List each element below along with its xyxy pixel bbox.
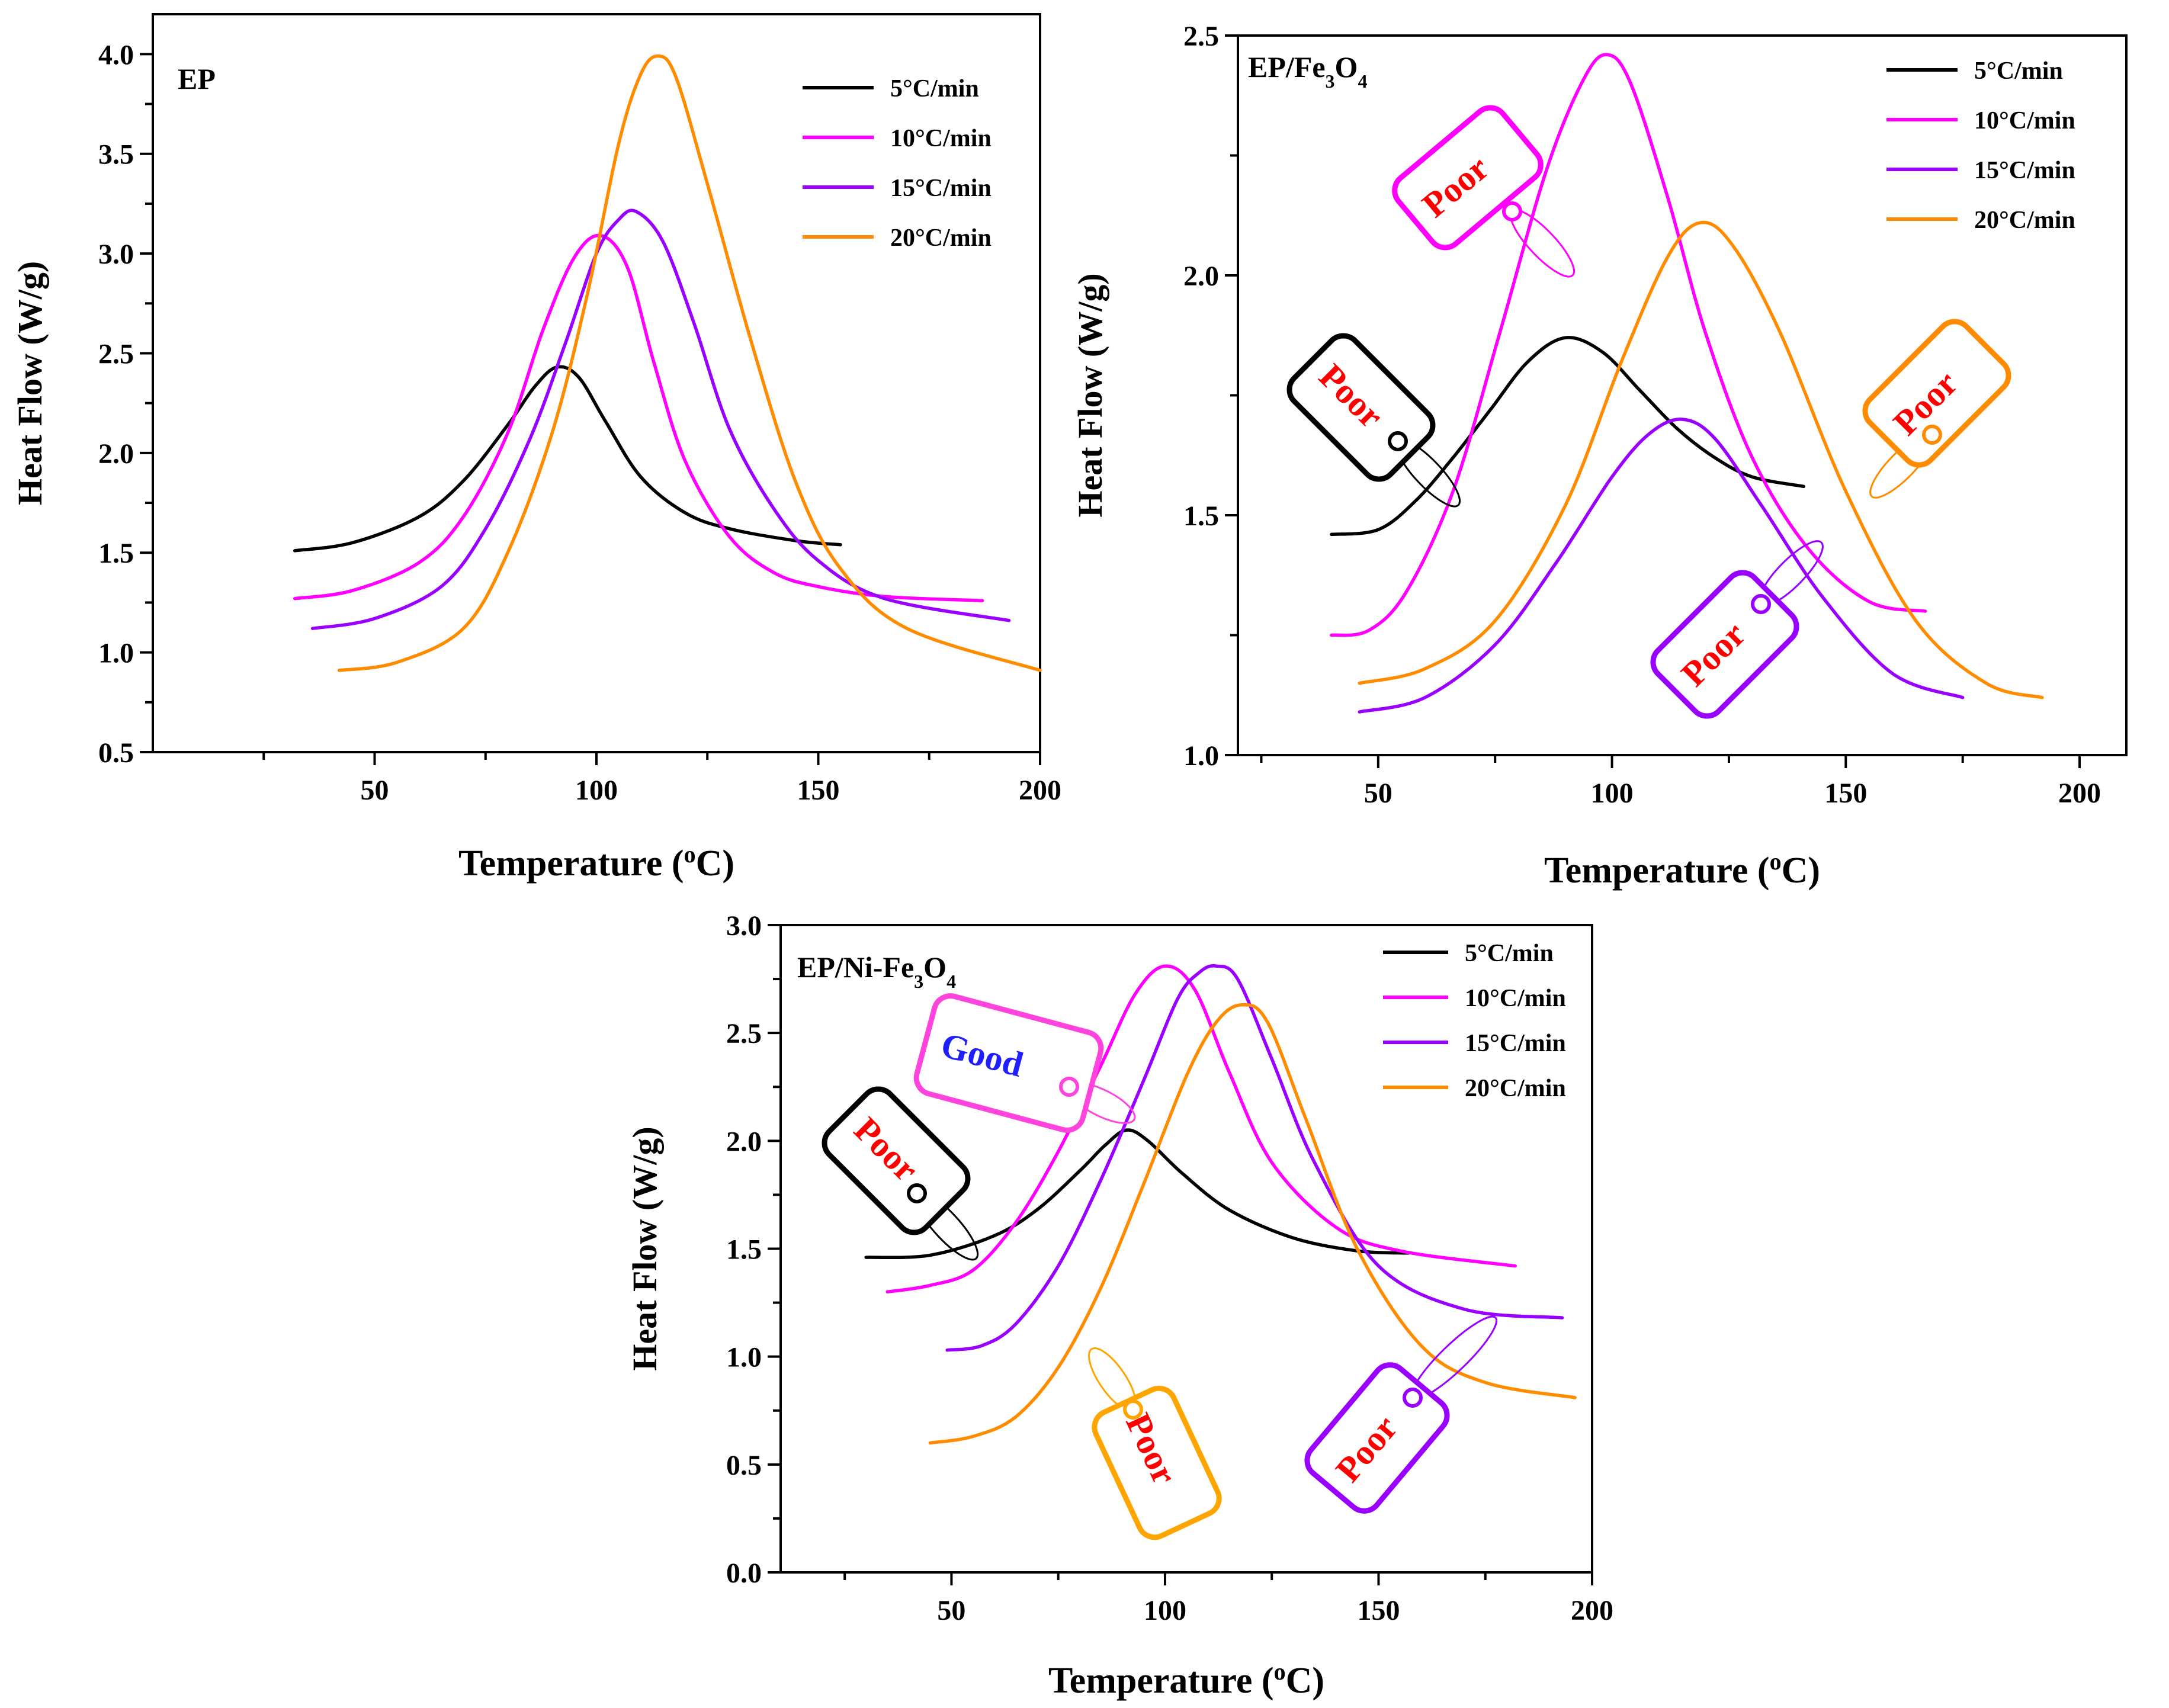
series-line-20c-min bbox=[337, 54, 1042, 672]
legend-label: 5°C/min bbox=[890, 75, 979, 102]
x-axis-label: Temperature (oC) bbox=[458, 841, 734, 884]
legend-label: 10°C/min bbox=[1465, 985, 1566, 1012]
chart-ep-fe3o4: 50 100 150 200 1.0 1.5 2.0 2.5 Temperature (oC) H… bbox=[1071, 21, 2128, 891]
x-tick-label: 150 bbox=[797, 775, 840, 806]
tag-label: Poor bbox=[822, 1086, 971, 1235]
x-tick-label: 50 bbox=[937, 1595, 965, 1626]
tag-label: Poor bbox=[1092, 1385, 1222, 1540]
panel-title: EP bbox=[178, 62, 216, 95]
x-axis-label: Temperature (oC) bbox=[1048, 1658, 1324, 1701]
x-tick-label: 200 bbox=[1019, 775, 1061, 806]
y-axis-label: Heat Flow (W/g) bbox=[1071, 273, 1109, 517]
panel-title: EP/Ni-Fe3O4 bbox=[797, 951, 956, 992]
y-tick-label: 1.5 bbox=[1183, 500, 1219, 532]
tag-frame bbox=[822, 1086, 971, 1235]
legend-label: 10°C/min bbox=[890, 125, 992, 152]
y-axis-label: Heat Flow (W/g) bbox=[11, 261, 49, 505]
legend-label: 20°C/min bbox=[890, 224, 992, 252]
x-tick-label: 50 bbox=[361, 775, 389, 806]
x-tick-label: 150 bbox=[1357, 1595, 1400, 1626]
tag-hole bbox=[1059, 1077, 1079, 1097]
tag-hole bbox=[1123, 1399, 1143, 1420]
x-tick-label: 100 bbox=[575, 775, 618, 806]
y-tick-label: 3.0 bbox=[726, 910, 762, 942]
tag-label: Poor bbox=[1392, 105, 1544, 251]
series-line-20c-min bbox=[1358, 220, 2044, 699]
x-tick-label: 200 bbox=[2058, 778, 2101, 809]
series-line-5c-min bbox=[293, 365, 842, 553]
tag-frame bbox=[913, 993, 1104, 1133]
legend-label: 20°C/min bbox=[1974, 207, 2075, 234]
legend-label: 15°C/min bbox=[1465, 1030, 1566, 1057]
y-tick-label: 1.5 bbox=[726, 1234, 762, 1266]
legend-label: 15°C/min bbox=[890, 175, 992, 202]
series-line-10c-min bbox=[885, 964, 1517, 1294]
tag-hole bbox=[1388, 431, 1408, 451]
y-tick-label: 2.0 bbox=[726, 1126, 762, 1157]
series-line-5c-min bbox=[1330, 336, 1806, 537]
series-line-15c-min bbox=[945, 964, 1564, 1352]
y-tick-label: 3.5 bbox=[98, 139, 134, 171]
y-tick-label: 2.5 bbox=[726, 1018, 762, 1049]
y-tick-label: 2.5 bbox=[1183, 21, 1219, 52]
tag-label: Poor bbox=[1862, 319, 2011, 468]
y-tick-label: 4.0 bbox=[98, 39, 134, 70]
x-tick-label: 100 bbox=[1144, 1595, 1186, 1626]
series-line-15c-min bbox=[1358, 418, 1965, 714]
y-tick-label: 2.0 bbox=[1183, 261, 1219, 292]
panel-title: EP/Fe3O4 bbox=[1248, 50, 1367, 92]
legend-label: 20°C/min bbox=[1465, 1075, 1566, 1102]
series-line-20c-min bbox=[928, 1003, 1577, 1445]
legend-label: 5°C/min bbox=[1465, 940, 1554, 967]
series-line-5c-min bbox=[864, 1128, 1410, 1260]
y-tick-label: 3.0 bbox=[98, 239, 134, 270]
tag-hole bbox=[1922, 425, 1942, 445]
tag-hole bbox=[1403, 1388, 1423, 1408]
tag-frame bbox=[1862, 319, 2011, 468]
legend-label: 10°C/min bbox=[1974, 107, 2075, 134]
y-tick-label: 0.5 bbox=[98, 737, 134, 769]
y-tick-label: 1.5 bbox=[98, 538, 134, 569]
chart-ep: 50 100 150 200 0.5 1.0 1.5 2.0 2.5 3.0 3.5 4.0 Tempe… bbox=[11, 13, 1061, 884]
x-tick-label: 50 bbox=[1364, 778, 1392, 809]
tag-frame bbox=[1392, 105, 1544, 251]
y-tick-label: 1.0 bbox=[1183, 740, 1219, 772]
tag-hole bbox=[1751, 594, 1771, 614]
x-axis-label: Temperature (oC) bbox=[1544, 848, 1820, 891]
y-tick-label: 1.0 bbox=[98, 638, 134, 669]
legend-label: 15°C/min bbox=[1974, 157, 2075, 184]
tag-label: Good bbox=[913, 993, 1104, 1133]
tag-hole bbox=[907, 1183, 927, 1203]
x-tick-label: 200 bbox=[1571, 1595, 1613, 1626]
x-tick-label: 150 bbox=[1824, 778, 1867, 809]
y-tick-label: 0.5 bbox=[726, 1450, 762, 1481]
y-axis-label: Heat Flow (W/g) bbox=[625, 1126, 664, 1370]
y-tick-label: 2.5 bbox=[98, 338, 134, 370]
legend-label: 5°C/min bbox=[1974, 57, 2063, 85]
x-tick-label: 100 bbox=[1591, 778, 1634, 809]
series-line-10c-min bbox=[1330, 53, 1927, 637]
tag-hole bbox=[1502, 201, 1522, 221]
series-line-15c-min bbox=[310, 208, 1011, 630]
y-tick-label: 1.0 bbox=[726, 1342, 762, 1373]
series-line-10c-min bbox=[293, 233, 984, 602]
y-tick-label: 0.0 bbox=[726, 1558, 762, 1589]
y-tick-label: 2.0 bbox=[98, 438, 134, 470]
chart-ep-ni-fe3o4: 50 100 150 200 0.0 0.5 1.0 1.5 2.0 2.5 3.0 Temperat… bbox=[625, 910, 1613, 1701]
